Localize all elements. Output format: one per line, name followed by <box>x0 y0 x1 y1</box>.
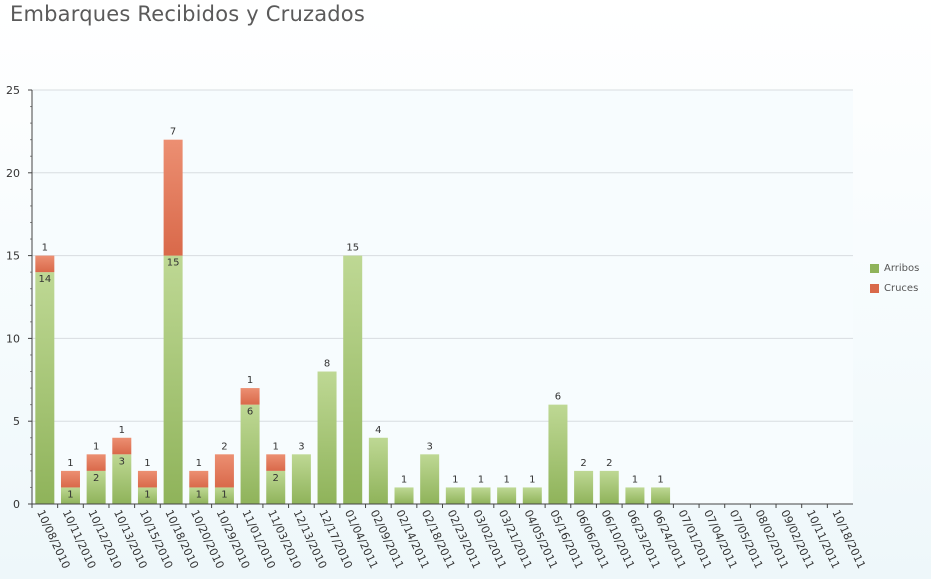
bar-cruces <box>189 470 209 488</box>
data-label-arribos: 3 <box>426 441 432 452</box>
bar-arribos <box>574 470 594 504</box>
bar-cruces <box>214 454 234 488</box>
bar-arribos <box>35 272 55 504</box>
plot-area <box>32 90 853 504</box>
data-label-cruces: 1 <box>42 243 48 254</box>
data-label-cruces: 1 <box>93 441 99 452</box>
bar-cruces <box>240 388 260 405</box>
data-label-cruces: 2 <box>221 441 227 452</box>
data-label-arribos: 6 <box>555 392 561 403</box>
bar-arribos <box>394 487 414 504</box>
bar-arribos <box>137 487 157 504</box>
data-label-arribos: 1 <box>503 474 509 485</box>
data-label-cruces: 1 <box>273 441 279 452</box>
data-label-arribos: 4 <box>375 425 381 436</box>
bar-cruces <box>137 470 157 488</box>
chart-title: Embarques Recibidos y Cruzados <box>10 2 365 26</box>
bar-arribos <box>599 470 619 504</box>
data-label-arribos: 1 <box>452 474 458 485</box>
bar-arribos <box>317 371 337 504</box>
bar-arribos <box>445 487 465 504</box>
data-label-arribos: 14 <box>38 274 51 285</box>
data-label-arribos: 1 <box>529 474 535 485</box>
legend-label-arribos: Arribos <box>884 262 920 274</box>
data-label-cruces: 1 <box>196 458 202 469</box>
bar-arribos <box>60 487 80 504</box>
bar-arribos <box>343 255 363 504</box>
bar-cruces <box>266 454 286 471</box>
bar-arribos <box>651 487 671 504</box>
bar-arribos <box>625 487 645 504</box>
bar-arribos <box>420 454 440 504</box>
data-label-arribos: 1 <box>144 489 150 500</box>
data-label-arribos: 15 <box>167 258 180 269</box>
data-label-arribos: 2 <box>93 473 99 484</box>
data-label-cruces: 1 <box>247 375 253 386</box>
data-label-cruces: 1 <box>67 458 73 469</box>
data-label-arribos: 15 <box>346 243 359 254</box>
bar-arribos <box>163 255 183 504</box>
data-label-arribos: 2 <box>580 458 586 469</box>
bar-cruces <box>60 470 80 488</box>
bar-arribos <box>86 470 106 504</box>
data-label-arribos: 3 <box>119 456 125 467</box>
data-label-arribos: 3 <box>298 441 304 452</box>
data-label-cruces: 7 <box>170 127 176 138</box>
y-tick-label: 10 <box>6 332 20 345</box>
bar-arribos <box>112 454 132 504</box>
data-label-arribos: 6 <box>247 407 253 418</box>
y-tick-label: 0 <box>13 498 20 511</box>
bar-cruces <box>163 139 183 256</box>
data-label-arribos: 1 <box>196 489 202 500</box>
legend-item-cruces[interactable]: Cruces <box>870 278 919 298</box>
bar-arribos <box>189 487 209 504</box>
bar-arribos <box>548 404 568 504</box>
bar-arribos <box>214 487 234 504</box>
y-tick-label: 20 <box>6 167 20 180</box>
bar-cruces <box>35 255 55 273</box>
data-label-arribos: 2 <box>606 458 612 469</box>
bar-cruces <box>112 437 132 455</box>
data-label-arribos: 1 <box>401 474 407 485</box>
data-label-arribos: 1 <box>657 474 663 485</box>
legend-item-arribos[interactable]: Arribos <box>870 258 919 278</box>
legend: Arribos Cruces <box>870 258 919 298</box>
bar-arribos <box>240 404 260 504</box>
data-label-arribos: 1 <box>67 489 73 500</box>
y-tick-label: 15 <box>6 250 20 263</box>
y-tick-label: 5 <box>13 415 20 428</box>
data-label-cruces: 1 <box>119 425 125 436</box>
legend-swatch-cruces <box>870 283 879 293</box>
bar-arribos <box>266 470 286 504</box>
bar-arribos <box>522 487 542 504</box>
data-label-arribos: 2 <box>273 473 279 484</box>
legend-swatch-arribos <box>870 263 879 273</box>
legend-label-cruces: Cruces <box>884 282 919 294</box>
data-label-cruces: 1 <box>144 458 150 469</box>
bar-arribos <box>497 487 517 504</box>
bar-arribos <box>291 454 311 504</box>
bar-arribos <box>368 437 388 504</box>
data-label-arribos: 1 <box>632 474 638 485</box>
data-label-arribos: 1 <box>478 474 484 485</box>
bar-arribos <box>471 487 491 504</box>
bar-cruces <box>86 454 106 471</box>
data-label-arribos: 8 <box>324 359 330 370</box>
y-tick-label: 25 <box>6 84 20 97</box>
data-label-arribos: 1 <box>221 489 227 500</box>
